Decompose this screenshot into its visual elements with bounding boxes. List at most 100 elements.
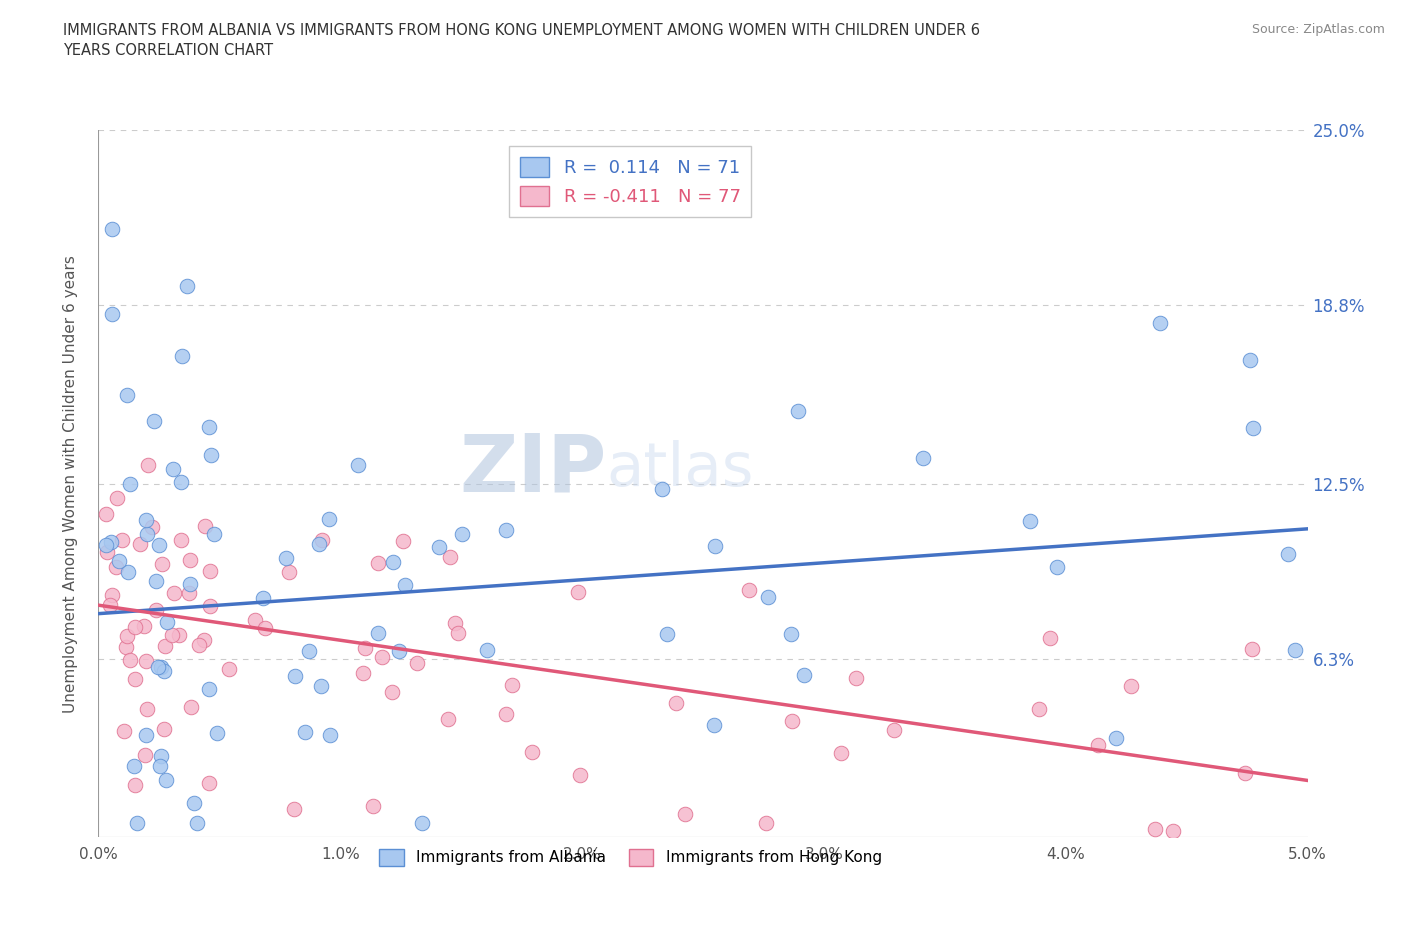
Point [183,796,205,811]
Point [782,714,804,729]
Point [1039,631,1062,645]
Point [162,628,184,643]
Point [124,671,146,686]
Point [163,586,186,601]
Point [134,748,156,763]
Point [149,759,172,774]
Point [657,626,679,641]
Point [253,620,276,635]
Point [346,458,368,472]
Point [100,587,122,602]
Point [354,641,377,656]
Point [170,533,193,548]
Point [146,659,169,674]
Point [198,564,221,578]
Point [125,816,148,830]
Point [520,745,543,760]
Point [382,554,405,569]
Point [703,718,725,733]
Point [193,519,215,534]
Point [1028,702,1050,717]
Point [124,777,146,792]
Point [1019,513,1042,528]
Point [284,669,307,684]
Point [308,537,330,551]
Point [156,615,179,630]
Point [1144,821,1167,836]
Point [294,725,316,740]
Point [1149,316,1171,331]
Point [100,598,122,613]
Point [198,419,221,434]
Point [150,557,173,572]
Point [830,745,852,760]
Point [105,490,128,505]
Point [170,474,193,489]
Point [738,583,761,598]
Point [117,565,139,579]
Point [439,550,461,565]
Point [200,599,222,614]
Text: ZIP: ZIP [458,431,606,509]
Point [1241,641,1264,656]
Point [205,725,228,740]
Point [152,721,174,736]
Point [129,537,152,551]
Point [411,816,433,830]
Point [96,545,118,560]
Point [380,684,402,699]
Point [447,626,470,641]
Point [495,707,517,722]
Point [252,591,274,605]
Point [755,816,778,830]
Point [298,644,321,658]
Point [311,679,333,694]
Point [367,556,389,571]
Point [387,644,409,658]
Point [193,632,215,647]
Point [274,551,297,565]
Point [367,626,389,641]
Point [179,553,201,568]
Point [104,560,127,575]
Point [437,711,460,726]
Point [148,538,170,553]
Text: IMMIGRANTS FROM ALBANIA VS IMMIGRANTS FROM HONG KONG UNEMPLOYMENT AMONG WOMEN WI: IMMIGRANTS FROM ALBANIA VS IMMIGRANTS FR… [63,23,980,58]
Point [136,526,159,541]
Point [567,585,589,600]
Point [150,659,173,674]
Point [124,759,146,774]
Point [883,723,905,737]
Point [1161,824,1184,839]
Point [845,671,868,685]
Point [756,589,779,604]
Point [277,565,299,579]
Point [94,507,117,522]
Point [427,539,450,554]
Point [145,603,167,618]
Point [371,649,394,664]
Point [100,535,122,550]
Point [100,307,122,322]
Point [198,776,221,790]
Point [115,388,138,403]
Point [793,668,815,683]
Point [673,807,696,822]
Point [406,656,429,671]
Point [145,574,167,589]
Point [319,727,342,742]
Point [501,677,523,692]
Point [786,404,808,418]
Point [392,534,415,549]
Point [124,619,146,634]
Point [114,639,136,654]
Point [780,627,803,642]
Point [1119,678,1142,693]
Point [135,512,157,527]
Point [101,221,124,236]
Point [120,653,142,668]
Point [136,458,159,472]
Point [361,799,384,814]
Legend: Immigrants from Albania, Immigrants from Hong Kong: Immigrants from Albania, Immigrants from… [373,843,887,871]
Point [134,619,156,634]
